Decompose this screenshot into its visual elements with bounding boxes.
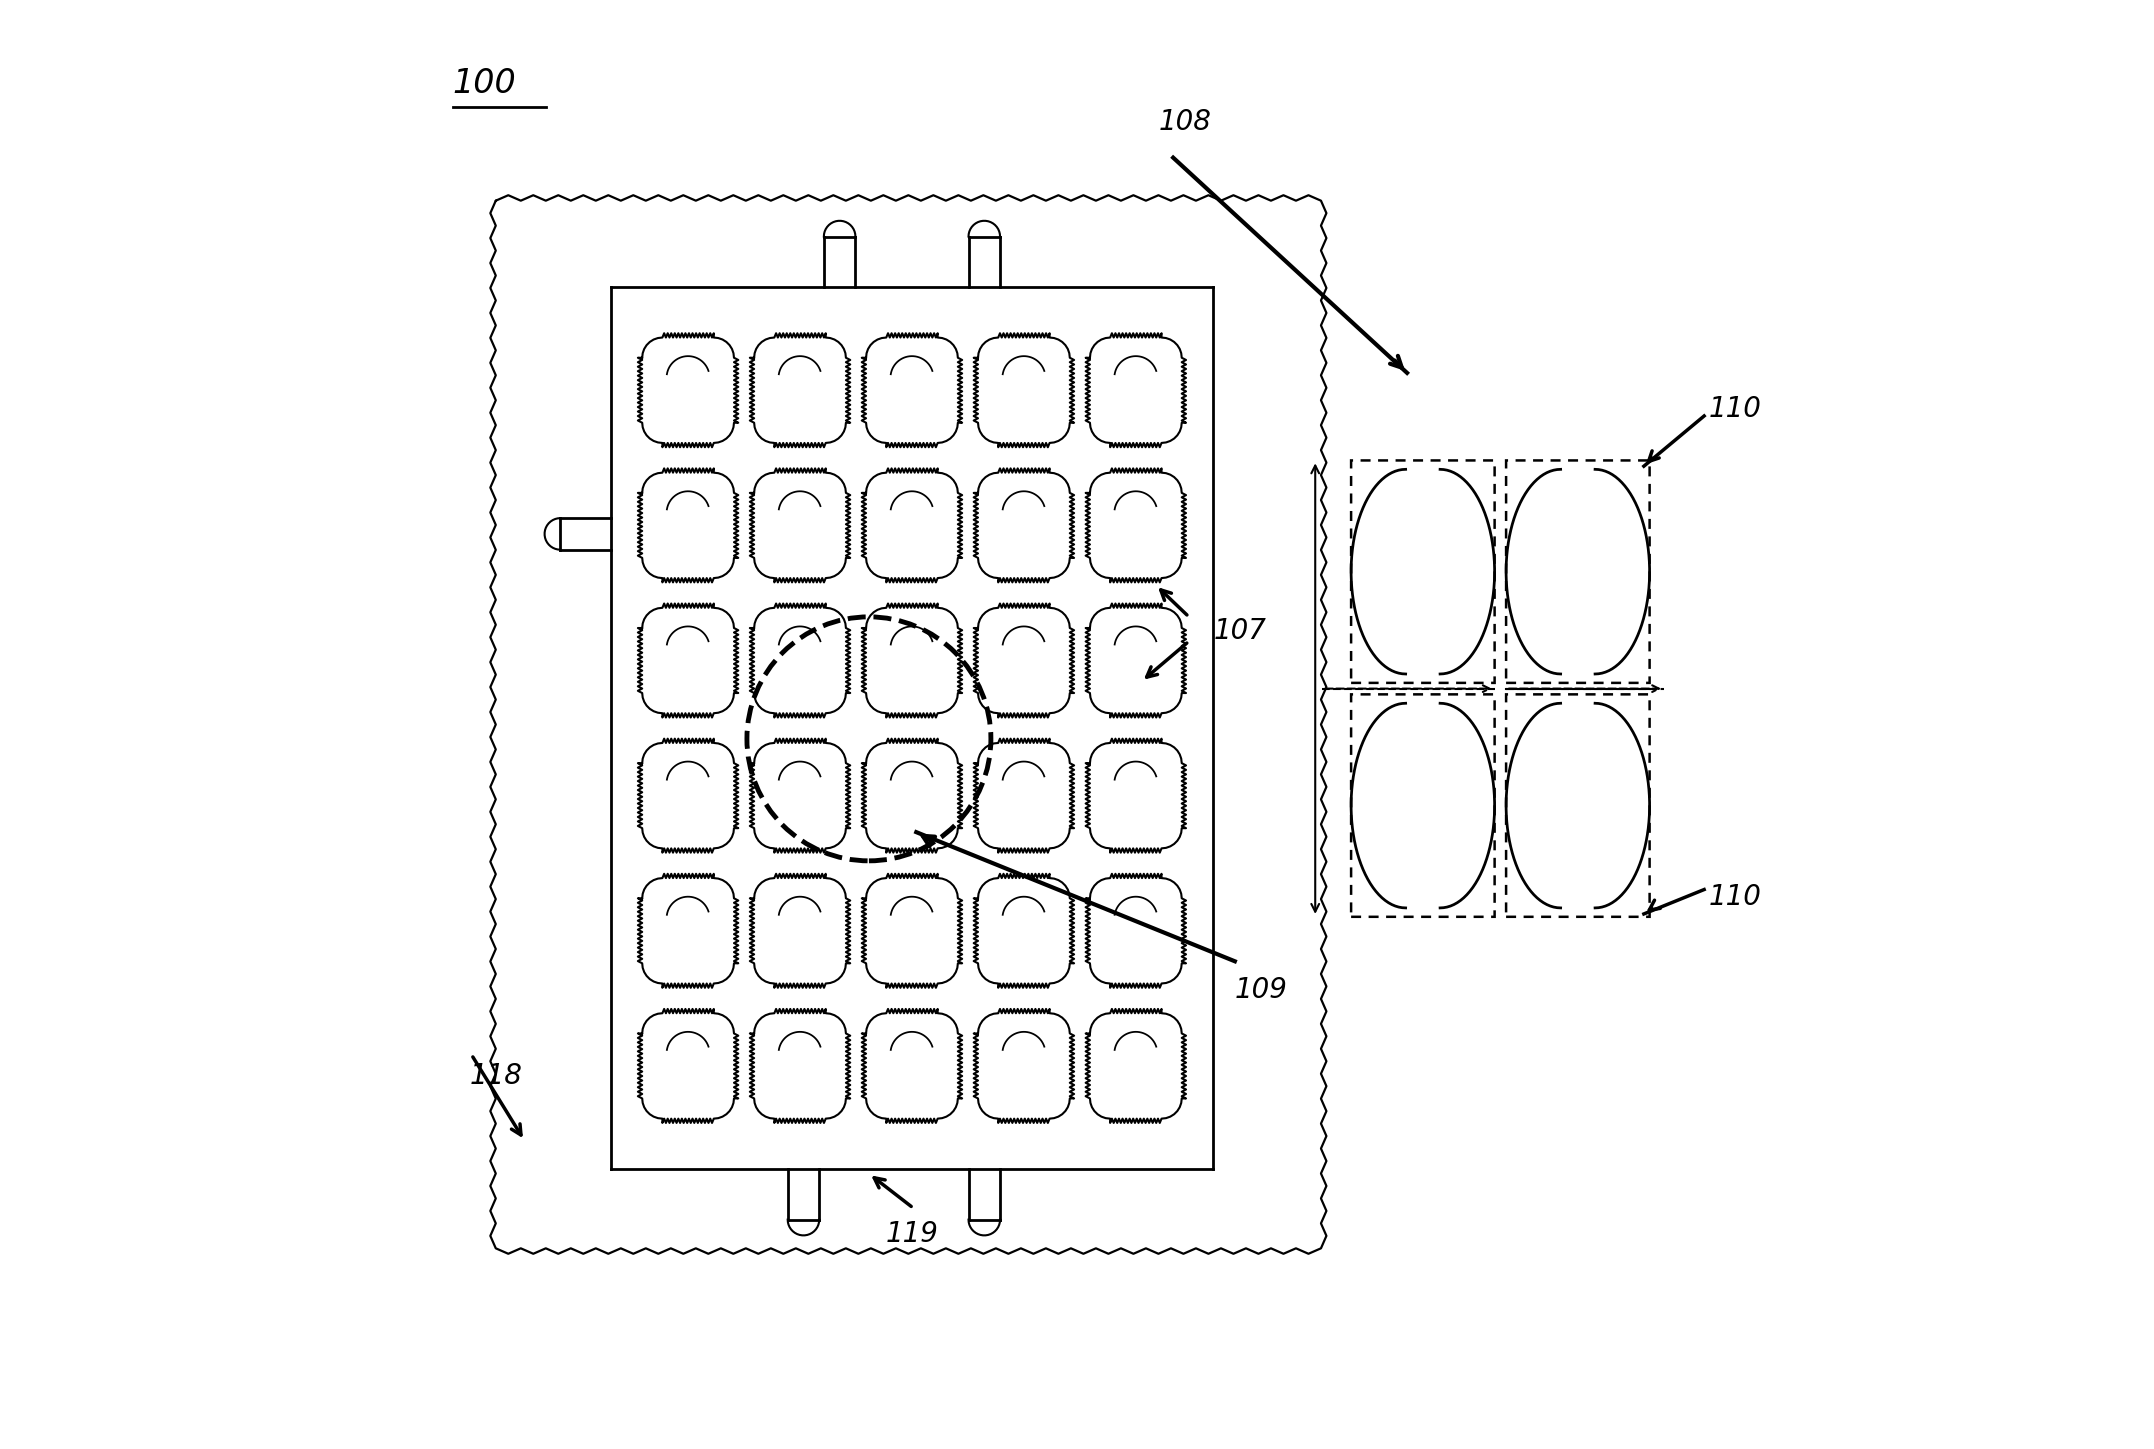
Text: 107: 107 bbox=[1213, 617, 1267, 645]
Polygon shape bbox=[974, 468, 1075, 582]
Polygon shape bbox=[862, 333, 963, 448]
Polygon shape bbox=[1086, 874, 1187, 988]
Polygon shape bbox=[638, 468, 739, 582]
Polygon shape bbox=[750, 603, 851, 717]
Polygon shape bbox=[974, 603, 1075, 717]
Polygon shape bbox=[974, 739, 1075, 852]
Polygon shape bbox=[638, 874, 739, 988]
Polygon shape bbox=[974, 333, 1075, 448]
Polygon shape bbox=[638, 1009, 739, 1123]
Polygon shape bbox=[862, 1009, 963, 1123]
Text: 110: 110 bbox=[1708, 882, 1762, 911]
Text: 108: 108 bbox=[1159, 109, 1211, 136]
Text: 110: 110 bbox=[1708, 394, 1762, 423]
Text: 119: 119 bbox=[885, 1220, 939, 1248]
Polygon shape bbox=[750, 1009, 851, 1123]
Polygon shape bbox=[862, 603, 963, 717]
FancyBboxPatch shape bbox=[1506, 694, 1650, 917]
Polygon shape bbox=[750, 468, 851, 582]
Polygon shape bbox=[1086, 333, 1187, 448]
Polygon shape bbox=[1086, 739, 1187, 852]
Polygon shape bbox=[974, 874, 1075, 988]
Polygon shape bbox=[638, 333, 739, 448]
Polygon shape bbox=[638, 739, 739, 852]
Text: 118: 118 bbox=[470, 1062, 523, 1090]
Polygon shape bbox=[862, 739, 963, 852]
Polygon shape bbox=[750, 874, 851, 988]
Text: 109: 109 bbox=[1234, 975, 1288, 1004]
FancyBboxPatch shape bbox=[1351, 694, 1495, 917]
Polygon shape bbox=[862, 874, 963, 988]
Polygon shape bbox=[1086, 603, 1187, 717]
Text: 100: 100 bbox=[452, 67, 517, 100]
Polygon shape bbox=[862, 468, 963, 582]
FancyBboxPatch shape bbox=[1506, 461, 1650, 682]
Polygon shape bbox=[750, 739, 851, 852]
Polygon shape bbox=[638, 603, 739, 717]
Polygon shape bbox=[1086, 1009, 1187, 1123]
Polygon shape bbox=[1086, 468, 1187, 582]
Polygon shape bbox=[750, 333, 851, 448]
Polygon shape bbox=[974, 1009, 1075, 1123]
FancyBboxPatch shape bbox=[1351, 461, 1495, 682]
